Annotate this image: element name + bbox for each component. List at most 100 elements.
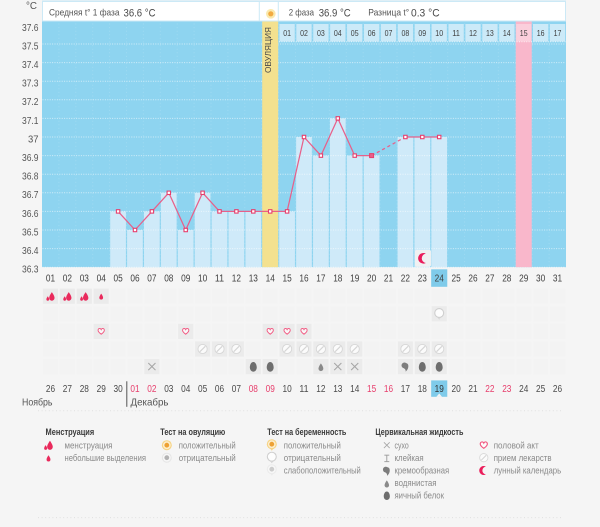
- svg-text:Ноябрь: Ноябрь: [22, 396, 53, 408]
- svg-text:29: 29: [519, 273, 528, 284]
- svg-text:14: 14: [350, 384, 360, 395]
- svg-text:36.5: 36.5: [22, 227, 39, 238]
- svg-text:небольшие выделения: небольшие выделения: [65, 453, 147, 463]
- svg-text:37.6: 37.6: [22, 23, 39, 34]
- svg-text:13: 13: [333, 384, 342, 395]
- svg-text:14: 14: [266, 273, 276, 284]
- svg-text:06: 06: [130, 273, 139, 284]
- svg-text:23: 23: [502, 384, 511, 395]
- svg-text:07: 07: [147, 273, 156, 284]
- svg-text:Менструация: Менструация: [46, 427, 95, 437]
- svg-text:ОВУЛЯЦИЯ: ОВУЛЯЦИЯ: [264, 27, 273, 73]
- svg-text:04: 04: [181, 384, 191, 395]
- svg-text:20: 20: [367, 273, 377, 284]
- svg-text:15: 15: [367, 384, 376, 395]
- svg-text:19: 19: [350, 273, 359, 284]
- svg-text:17: 17: [554, 28, 562, 38]
- svg-text:30: 30: [114, 384, 124, 395]
- svg-text:07: 07: [232, 384, 241, 395]
- svg-text:27: 27: [63, 384, 72, 395]
- svg-text:03: 03: [80, 273, 89, 284]
- svg-text:Разница t°: Разница t°: [368, 7, 409, 17]
- svg-text:Тест на овуляцию: Тест на овуляцию: [160, 427, 225, 437]
- svg-text:17: 17: [316, 273, 325, 284]
- svg-text:16: 16: [384, 384, 393, 395]
- svg-text:02: 02: [63, 273, 72, 284]
- svg-text:10: 10: [198, 273, 208, 284]
- svg-text:18: 18: [418, 384, 427, 395]
- svg-text:яичный белок: яичный белок: [395, 490, 445, 500]
- svg-text:16: 16: [537, 28, 545, 38]
- svg-text:26: 26: [553, 384, 562, 395]
- svg-text:15: 15: [520, 28, 528, 38]
- svg-text:30: 30: [536, 273, 546, 284]
- svg-text:37.1: 37.1: [22, 116, 39, 127]
- svg-text:04: 04: [334, 28, 342, 38]
- svg-text:06: 06: [368, 28, 376, 38]
- svg-text:прием лекарств: прием лекарств: [494, 453, 552, 463]
- svg-text:04: 04: [97, 273, 107, 284]
- svg-text:09: 09: [418, 28, 426, 38]
- svg-text:13: 13: [249, 273, 258, 284]
- svg-text:положительный: положительный: [284, 441, 341, 451]
- svg-text:06: 06: [215, 384, 224, 395]
- svg-text:отрицательный: отрицательный: [179, 453, 236, 463]
- svg-text:05: 05: [198, 384, 207, 395]
- svg-text:12: 12: [316, 384, 325, 395]
- svg-text:положительный: положительный: [179, 441, 236, 451]
- svg-text:01: 01: [130, 384, 139, 395]
- svg-text:23: 23: [418, 273, 427, 284]
- svg-text:10: 10: [283, 384, 293, 395]
- svg-text:36.6 °C: 36.6 °C: [124, 7, 156, 19]
- svg-text:28: 28: [80, 384, 89, 395]
- svg-text:29: 29: [97, 384, 106, 395]
- svg-text:27: 27: [485, 273, 494, 284]
- svg-text:37.5: 37.5: [22, 41, 39, 52]
- svg-text:25: 25: [536, 384, 545, 395]
- svg-text:31: 31: [553, 273, 562, 284]
- svg-text:02: 02: [300, 28, 308, 38]
- svg-text:08: 08: [164, 273, 173, 284]
- svg-text:36.7: 36.7: [22, 190, 39, 201]
- svg-text:11: 11: [299, 384, 308, 395]
- svg-text:36.6: 36.6: [22, 209, 39, 220]
- svg-text:02: 02: [147, 384, 156, 395]
- svg-text:половой акт: половой акт: [494, 441, 539, 451]
- svg-text:кремообразная: кремообразная: [395, 466, 450, 476]
- svg-text:36.8: 36.8: [22, 172, 39, 183]
- svg-text:09: 09: [266, 384, 275, 395]
- svg-text:01: 01: [46, 273, 55, 284]
- svg-text:37.3: 37.3: [22, 79, 39, 90]
- svg-text:лунный календарь: лунный календарь: [494, 466, 562, 476]
- svg-text:37.2: 37.2: [22, 97, 39, 108]
- svg-text:отрицательный: отрицательный: [284, 453, 341, 463]
- svg-text:клейкая: клейкая: [395, 453, 424, 463]
- svg-text:менструация: менструация: [65, 441, 113, 451]
- svg-text:24: 24: [435, 273, 445, 284]
- svg-text:22: 22: [401, 273, 410, 284]
- svg-text:36.9: 36.9: [22, 153, 39, 164]
- svg-text:21: 21: [468, 384, 477, 395]
- svg-text:12: 12: [469, 28, 477, 38]
- svg-text:водянистая: водянистая: [395, 478, 437, 488]
- svg-text:0.3 °C: 0.3 °C: [411, 7, 440, 19]
- svg-text:Тест на беременность: Тест на беременность: [267, 427, 346, 437]
- svg-text:2 фаза: 2 фаза: [289, 7, 315, 17]
- svg-text:11: 11: [215, 273, 224, 284]
- svg-text:05: 05: [351, 28, 359, 38]
- svg-text:36.3: 36.3: [22, 265, 39, 276]
- svg-text:16: 16: [299, 273, 308, 284]
- svg-text:37: 37: [28, 134, 39, 145]
- svg-text:21: 21: [384, 273, 393, 284]
- svg-text:18: 18: [333, 273, 342, 284]
- svg-text:05: 05: [114, 273, 123, 284]
- svg-text:25: 25: [452, 273, 461, 284]
- svg-text:36.9 °C: 36.9 °C: [319, 7, 351, 19]
- svg-text:10: 10: [435, 28, 443, 38]
- svg-text:13: 13: [486, 28, 494, 38]
- svg-text:15: 15: [283, 273, 292, 284]
- svg-text:11: 11: [452, 28, 460, 38]
- svg-text:19: 19: [435, 384, 444, 395]
- svg-text:36.4: 36.4: [22, 246, 39, 257]
- svg-text:03: 03: [317, 28, 325, 38]
